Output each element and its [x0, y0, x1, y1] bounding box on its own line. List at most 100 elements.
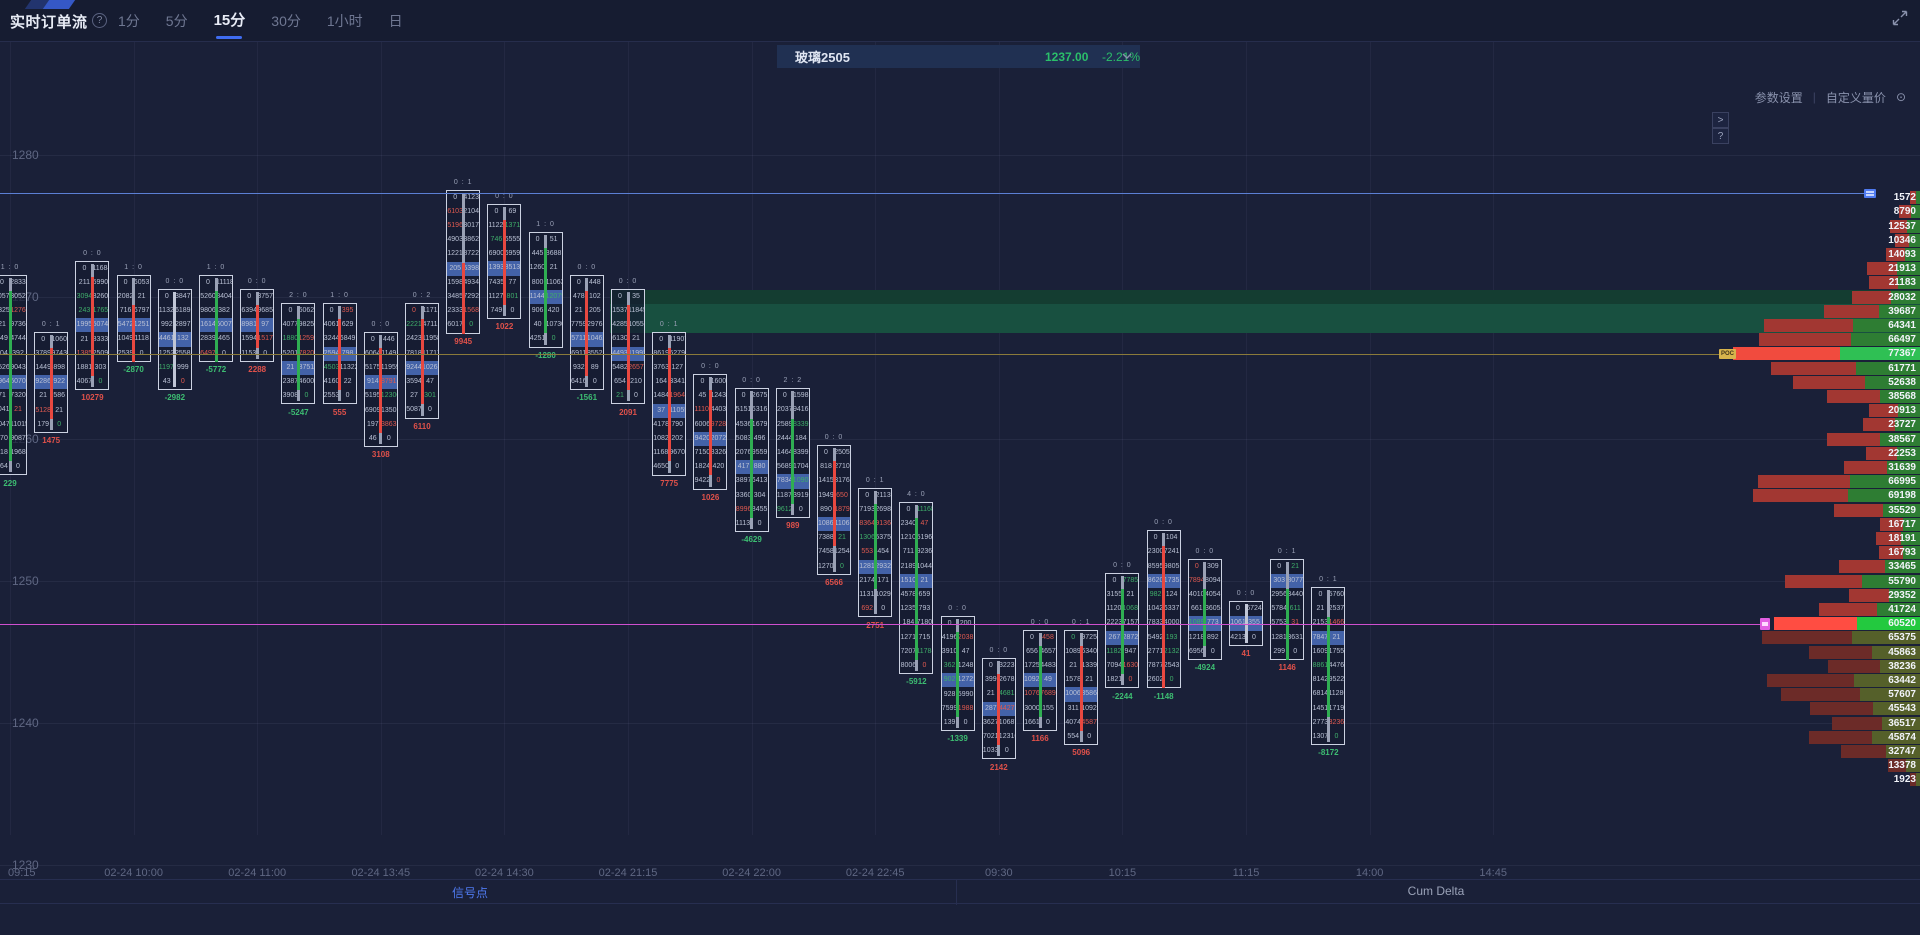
candle-imbalance-header: 0 : 0 — [989, 647, 1009, 655]
candle-delta-label: -1561 — [576, 393, 598, 403]
bid-volume-cell: 2223 — [1106, 616, 1123, 630]
tab-1小时[interactable]: 1小时 — [326, 13, 363, 29]
candle-price-row: 8595 9805 — [1148, 560, 1180, 574]
candle-price-row: 11279801 — [488, 290, 520, 304]
bid-volume-cell: 2539 — [118, 347, 134, 361]
bid-volume-cell: 764 — [0, 463, 8, 471]
candle-price-row: 71 7320 — [0, 389, 26, 403]
ask-volume-cell: 6340 — [1081, 647, 1097, 655]
ask-volume-cell: 8455 — [751, 505, 768, 513]
bid-volume-cell: 8620 — [1147, 576, 1164, 584]
profile-volume-value: 66995 — [1888, 476, 1916, 488]
candle-price-row: 4074 4587 — [1065, 716, 1097, 730]
ask-volume-cell: 0 — [963, 718, 968, 726]
ask-volume-cell: 0 — [881, 605, 886, 613]
bid-volume-cell: 2956 — [1271, 591, 1287, 599]
bid-volume-cell: 0 — [1153, 534, 1158, 542]
bid-volume-cell: 0 — [494, 207, 499, 215]
candle-delta-label: 2751 — [866, 620, 885, 630]
candle-imbalance-header: 0 : 0 — [1236, 590, 1256, 598]
candle-imbalance-header: 1 : 0 — [124, 263, 143, 271]
bid-volume-cell: 6900 — [488, 250, 505, 258]
ask-volume-cell: 0 — [428, 406, 432, 414]
ask-volume-cell: 3847 — [175, 292, 191, 300]
bid-volume-cell: 10415 — [0, 406, 10, 414]
ask-volume-cell: 21 — [1291, 562, 1300, 570]
profile-sell-bar — [1910, 191, 1916, 205]
bid-volume-cell: 4251 — [529, 335, 546, 343]
bid-volume-cell: 4178 — [653, 420, 669, 428]
profile-volume-value: 36517 — [1888, 717, 1916, 729]
ask-volume-cell: 8077 — [1287, 576, 1303, 584]
time-axis-label: 02-24 22:00 — [722, 867, 781, 879]
candle-price-row: 2076 9559 — [736, 446, 768, 460]
candle-imbalance-header: 0 : 2 — [412, 292, 432, 300]
bid-volume-cell: 11874 — [776, 491, 793, 499]
candle-price-row: 21 4681 — [983, 687, 1015, 701]
collapse-chart-icon[interactable] — [1890, 8, 1910, 28]
ask-volume-cell: 171 — [877, 576, 890, 584]
tab-15分[interactable]: 15分 — [214, 0, 246, 42]
profile-sell-bar — [1869, 276, 1898, 290]
candle-delta-label: 5096 — [1072, 748, 1091, 758]
bid-volume-cell: 4067 — [76, 378, 93, 386]
candle-price-row: 6017 0 — [447, 318, 479, 332]
ask-volume-cell: 3341 — [669, 378, 685, 386]
expand-panel-button[interactable]: > — [1712, 112, 1729, 128]
signal-points-panel-label[interactable]: 信号点 — [451, 886, 489, 900]
bid-volume-cell: 10492 — [117, 335, 134, 343]
help-icon[interactable]: ? — [92, 13, 107, 28]
bid-volume-cell: 11442 — [529, 292, 546, 300]
candle-delta-label: 989 — [786, 521, 800, 531]
candle-price-row: 928 5990 — [942, 688, 974, 702]
candle-delta-label: -8172 — [1318, 748, 1339, 758]
ask-volume-cell: 880 — [753, 463, 766, 471]
grid-hline — [0, 865, 1920, 866]
parameter-settings-link[interactable]: 参数设置 — [1754, 90, 1803, 105]
profile-volume-value: 65375 — [1888, 632, 1916, 644]
tab-30分[interactable]: 30分 — [271, 13, 301, 29]
tab-5分[interactable]: 5分 — [165, 13, 188, 29]
panel-help-button[interactable]: ? — [1712, 128, 1729, 144]
cum-delta-panel-label[interactable]: Cum Delta — [1407, 884, 1465, 898]
bid-volume-cell: 2153 — [1312, 616, 1329, 630]
tab-日[interactable]: 日 — [388, 13, 403, 29]
candle-price-row: 5492 193 — [1148, 631, 1180, 645]
bid-volume-cell: 5492 — [1147, 633, 1164, 641]
orderflow-chart-canvas[interactable] — [0, 43, 1920, 878]
candle-body — [461, 262, 465, 334]
footprint-candle: 0606240779825188012598520178202137512387… — [281, 303, 316, 405]
bid-volume-cell: 4196 — [941, 633, 958, 641]
grid-vline — [1493, 42, 1495, 835]
candle-price-row: 179 0 — [35, 418, 67, 432]
bid-volume-cell: 914 — [366, 378, 379, 386]
instrument-selector[interactable]: 玻璃2505 1237.00 -2.21% — [777, 45, 1140, 68]
bid-volume-cell: 2082 — [117, 292, 134, 300]
ask-volume-cell: 4681 — [999, 690, 1015, 698]
ask-volume-cell: 8399 — [793, 449, 809, 457]
profile-volume-value: 31639 — [1888, 461, 1916, 473]
profile-buy-bar — [1898, 404, 1920, 418]
custom-volume-price-link[interactable]: 自定义量价 — [1825, 90, 1886, 105]
ask-volume-cell: 6413 — [751, 477, 768, 485]
ask-volume-cell: 355 — [1246, 616, 1262, 630]
bid-volume-cell: 12353 — [900, 605, 916, 613]
bid-volume-cell: 12527 — [159, 347, 175, 361]
candle-imbalance-header: 0 : 1 — [865, 476, 885, 484]
ask-volume-cell: 2698 — [875, 505, 891, 513]
candle-price-row: 0 2113 — [859, 489, 891, 503]
footprint-candle: 0213038077295634405784611575331128193631… — [1270, 558, 1305, 661]
bid-volume-cell: 6526 — [0, 363, 10, 371]
ask-volume-cell: 496 — [753, 434, 766, 442]
ask-volume-cell: 12721 — [957, 676, 974, 684]
candle-imbalance-header: 1 : 0 — [0, 263, 20, 271]
profile-buy-bar — [1854, 673, 1920, 687]
ask-volume-cell: 9087 — [10, 434, 26, 442]
ask-volume-cell: 69 — [508, 207, 517, 215]
ask-volume-cell: 9416 — [793, 406, 809, 414]
candle-body — [997, 674, 1001, 746]
tab-1分[interactable]: 1分 — [118, 13, 140, 29]
ask-volume-cell: 2657 — [628, 363, 644, 371]
